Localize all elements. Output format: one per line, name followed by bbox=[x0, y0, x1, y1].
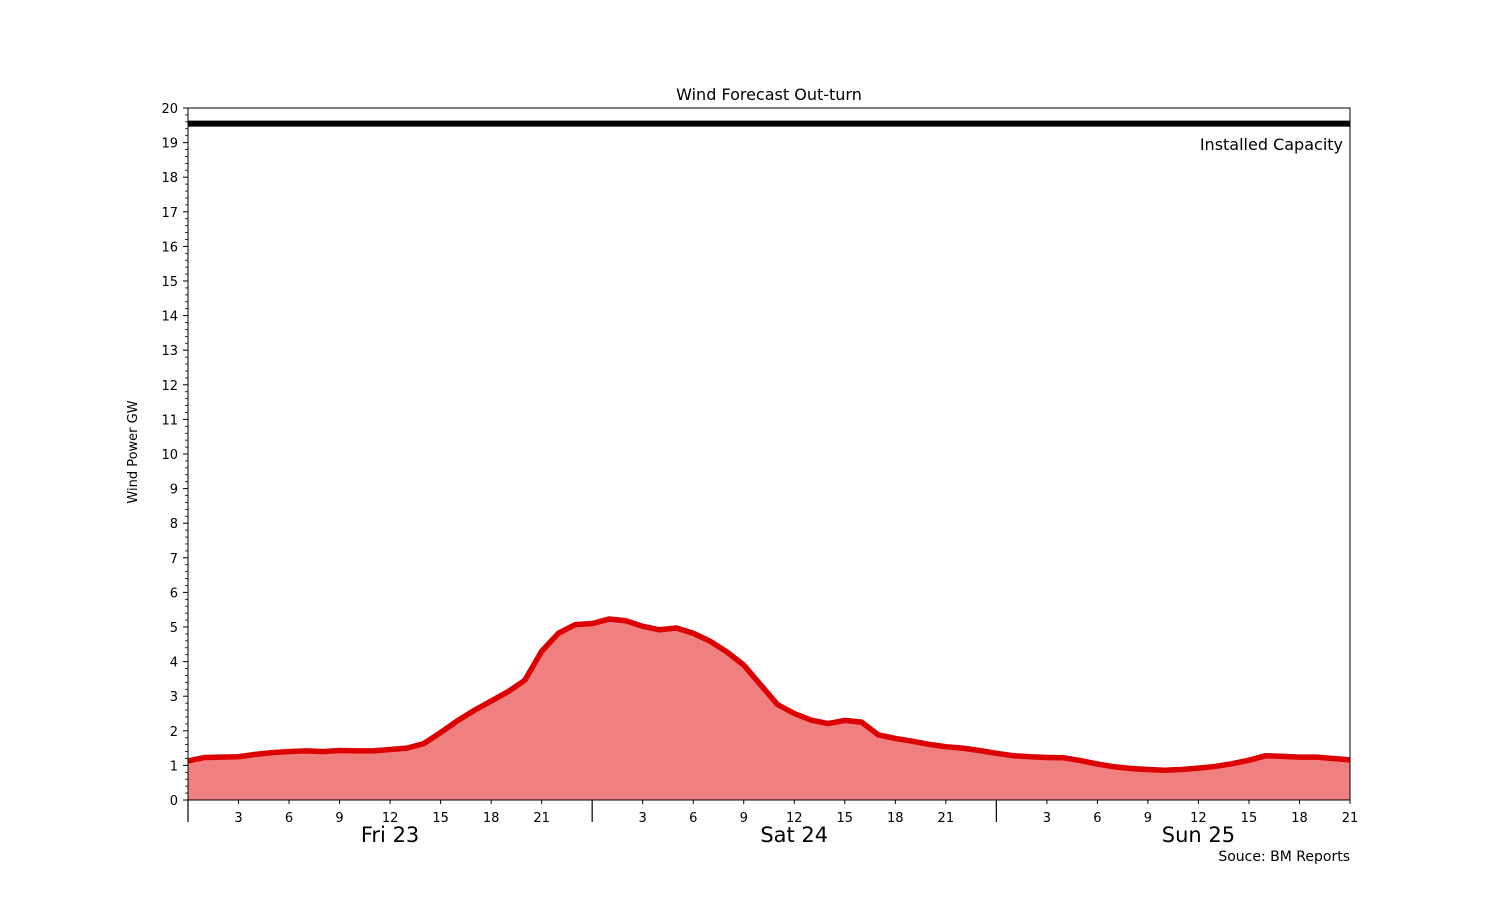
x-tick-label: 18 bbox=[887, 811, 904, 826]
y-tick-label: 2 bbox=[170, 725, 178, 740]
installed-capacity-label: Installed Capacity bbox=[1200, 135, 1343, 154]
x-tick-label: 15 bbox=[837, 811, 854, 826]
x-tick-label: 15 bbox=[1241, 811, 1258, 826]
y-tick-label: 18 bbox=[161, 171, 178, 186]
x-tick-label: 3 bbox=[234, 811, 242, 826]
y-tick-label: 17 bbox=[161, 206, 178, 221]
x-tick-label: 3 bbox=[639, 811, 647, 826]
y-tick-label: 5 bbox=[170, 621, 178, 636]
y-tick-label: 12 bbox=[161, 379, 178, 394]
x-tick-label: 21 bbox=[938, 811, 955, 826]
x-tick-label: 12 bbox=[1190, 811, 1207, 826]
y-tick-label: 4 bbox=[170, 656, 178, 671]
x-tick-label: 12 bbox=[786, 811, 803, 826]
y-tick-label: 16 bbox=[161, 240, 178, 255]
day-label: Fri 23 bbox=[361, 823, 419, 847]
x-tick-label: 18 bbox=[1291, 811, 1308, 826]
x-tick-label: 6 bbox=[1093, 811, 1101, 826]
chart-title: Wind Forecast Out-turn bbox=[676, 85, 862, 104]
y-tick-label: 11 bbox=[161, 413, 178, 428]
y-tick-label: 3 bbox=[170, 690, 178, 705]
x-tick-label: 12 bbox=[382, 811, 399, 826]
y-tick-label: 6 bbox=[170, 586, 178, 601]
x-tick-label: 9 bbox=[740, 811, 748, 826]
y-tick-label: 20 bbox=[161, 102, 178, 117]
x-tick-label: 9 bbox=[335, 811, 343, 826]
series-area-0 bbox=[188, 619, 1350, 800]
series-line-0 bbox=[187, 616, 1351, 773]
x-tick-label: 6 bbox=[285, 811, 293, 826]
x-tick-label: 18 bbox=[483, 811, 500, 826]
y-tick-label: 10 bbox=[161, 448, 178, 463]
y-tick-label: 0 bbox=[170, 794, 178, 809]
x-axis: 3 6 9 12 15 18 21 3 6 9 12 15 18 21 3 6 9 12 15 18 21 Fri 23 S… bbox=[187, 800, 1359, 847]
y-tick-label: 19 bbox=[161, 137, 178, 152]
source-note: Souce: BM Reports bbox=[1218, 849, 1350, 865]
x-tick-label: 15 bbox=[432, 811, 449, 826]
x-tick-label: 21 bbox=[1342, 811, 1359, 826]
day-label: Sun 25 bbox=[1162, 823, 1235, 847]
y-tick-label: 13 bbox=[161, 344, 178, 359]
y-tick-label: 15 bbox=[161, 275, 178, 290]
y-tick-label: 9 bbox=[170, 483, 178, 498]
x-tick-label: 9 bbox=[1144, 811, 1152, 826]
x-tick-label: 21 bbox=[533, 811, 550, 826]
y-tick-label: 7 bbox=[170, 552, 178, 567]
y-tick-label: 14 bbox=[161, 310, 178, 325]
y-axis-label: Wind Power GW bbox=[126, 400, 141, 503]
day-label: Sat 24 bbox=[760, 823, 828, 847]
plot-area bbox=[187, 107, 1351, 801]
y-tick-label: 8 bbox=[170, 517, 178, 532]
y-tick-label: 1 bbox=[170, 759, 178, 774]
x-tick-label: 3 bbox=[1043, 811, 1051, 826]
x-tick-label: 6 bbox=[689, 811, 697, 826]
